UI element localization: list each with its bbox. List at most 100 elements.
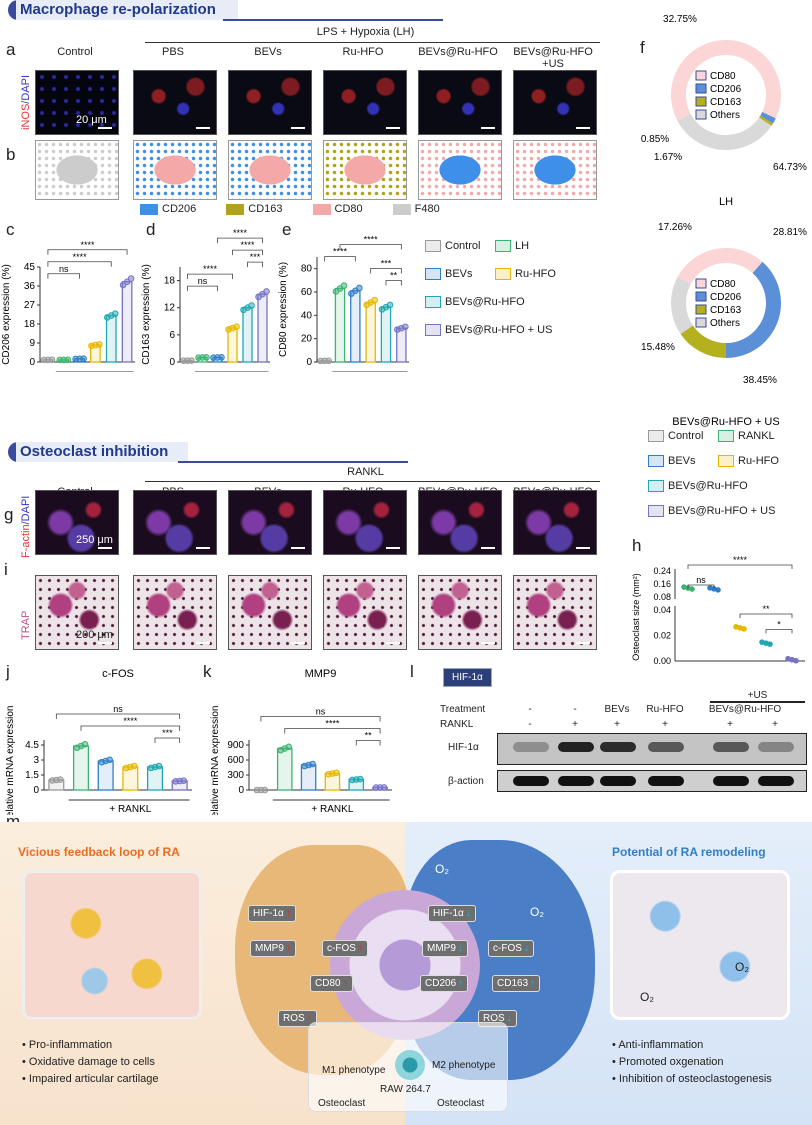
significance-label: ns — [113, 704, 123, 714]
data-point — [188, 357, 195, 364]
slice-value-label: 28.81% — [773, 227, 807, 238]
y-axis-label: CD80 expression (%) — [278, 262, 289, 357]
bullet: Inhibition of osteoclastogenesis — [612, 1071, 772, 1088]
marker-tag: CD80 ↑ — [310, 975, 353, 992]
legend-label: CD163 — [710, 97, 742, 108]
treatment-label: Treatment — [440, 704, 486, 715]
panel-label-b: b — [6, 145, 16, 164]
significance-bracket — [370, 268, 402, 274]
data-point — [203, 353, 210, 361]
legend-swatch — [140, 203, 158, 215]
treatment-value: Ru-HFO — [646, 704, 684, 715]
arrow-down-icon: ↓ — [523, 943, 529, 954]
o2-label: O₂ — [435, 862, 449, 876]
blot-band — [758, 742, 794, 752]
scale-bar — [291, 127, 305, 129]
osteoclast-label-left: Osteoclast — [318, 1098, 366, 1109]
arrow-up-icon: ↑ — [530, 978, 536, 989]
significance-bracket — [232, 249, 263, 256]
chart-h: 0.00 0.02 0.04 0.08 0.16 0.24 Osteoclast size … — [631, 555, 805, 666]
legend-item: BEVs — [648, 455, 696, 467]
significance-bracket — [687, 584, 715, 589]
significance-label: ns — [59, 264, 69, 274]
y-tick-label: 9 — [29, 338, 35, 349]
data-point — [57, 776, 64, 783]
legend-swatch — [495, 268, 511, 280]
y-tick-label: 0.16 — [653, 579, 671, 589]
legend-swatch — [425, 296, 441, 308]
legend-label: CD206 — [710, 84, 742, 95]
bar — [365, 301, 376, 363]
scale-bar-label: 200 μm — [76, 629, 113, 641]
micrograph — [418, 575, 502, 650]
scale-bar — [386, 642, 400, 644]
y-tick-label: 0.04 — [653, 605, 671, 615]
arrow-up-icon: ↑ — [306, 1013, 312, 1024]
scale-bar — [291, 642, 305, 644]
scale-bar — [481, 127, 495, 129]
slice-value-label: 1.67% — [654, 152, 682, 163]
micrograph — [513, 70, 597, 135]
significance-label: **** — [325, 719, 340, 729]
legend-item: CD80 — [312, 203, 363, 215]
blot-band — [758, 776, 794, 786]
data-point — [371, 296, 378, 304]
arrow-up-icon: ↑ — [342, 978, 348, 989]
legend-swatch — [648, 480, 664, 492]
bar — [105, 314, 117, 363]
marker-tag: c-FOS ↑ — [322, 940, 368, 957]
rankl-value: + — [727, 719, 733, 730]
micrograph — [35, 140, 119, 200]
data-point — [106, 756, 113, 764]
micrograph: 20 μm — [35, 70, 119, 135]
m2-label: M2 phenotype — [432, 1060, 496, 1071]
bar — [97, 760, 114, 791]
bar — [350, 290, 361, 363]
legend-swatch — [648, 455, 664, 467]
stain-label: iNOS/DAPI — [20, 75, 32, 130]
legend-swatch — [695, 109, 707, 120]
significance-bracket — [687, 564, 793, 569]
significance-label: **** — [733, 555, 748, 565]
legend-item: Ru-HFO — [495, 268, 556, 280]
data-point — [248, 302, 255, 309]
rankl-value: + — [662, 719, 668, 730]
legend-label: BEVs@Ru-HFO — [445, 296, 525, 308]
micrograph — [323, 575, 407, 650]
legend-swatch — [695, 278, 707, 289]
y-tick-label: 40 — [301, 310, 313, 321]
significance-label: ns — [316, 707, 326, 717]
pie-slice — [677, 113, 772, 150]
group-header-line — [145, 481, 600, 482]
data-point — [325, 357, 332, 365]
data-point — [715, 587, 721, 593]
micrograph — [323, 140, 407, 200]
rankl-value: + — [572, 719, 578, 730]
data-point — [155, 762, 163, 770]
legend-label: F480 — [414, 203, 440, 215]
pie-slice — [680, 325, 726, 358]
legend-swatch — [695, 291, 707, 302]
legend-swatch — [392, 203, 411, 215]
legend-swatch — [718, 430, 734, 442]
legend-label: Control — [668, 430, 704, 442]
y-tick-label: 12 — [164, 303, 176, 314]
marker-label: c-FOS — [493, 943, 522, 954]
data-point — [131, 762, 138, 770]
significance-label: * — [777, 620, 781, 630]
blot-band — [648, 742, 684, 752]
section-header-macrophage: Macrophage re-polarization — [8, 0, 443, 21]
raw-label: RAW 264.7 — [380, 1084, 431, 1095]
micrograph — [228, 490, 312, 555]
bullet: Pro-inflammation — [22, 1037, 159, 1054]
y-tick-label: 18 — [24, 319, 36, 330]
panel-label-a: a — [6, 40, 16, 59]
panel-label-g: g — [4, 505, 14, 524]
bullet: Impaired articular cartilage — [22, 1071, 159, 1088]
y-axis-label: Relative mRNA expression — [210, 706, 221, 815]
chart-title: LH — [719, 196, 733, 208]
legend-label: CD80 — [334, 203, 363, 215]
treatment-value: BEVs — [604, 704, 630, 715]
y-tick-label: 60 — [301, 287, 313, 298]
